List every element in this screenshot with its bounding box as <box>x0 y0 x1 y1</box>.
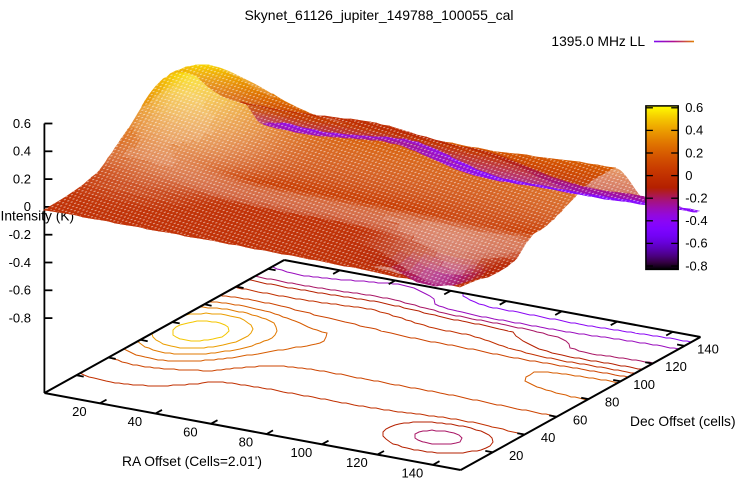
svg-text:-0.2: -0.2 <box>685 191 707 206</box>
svg-text:80: 80 <box>605 395 619 410</box>
svg-text:0.2: 0.2 <box>685 145 703 160</box>
svg-text:60: 60 <box>183 424 197 439</box>
svg-text:40: 40 <box>128 414 142 429</box>
svg-text:0: 0 <box>685 168 692 183</box>
svg-text:0.2: 0.2 <box>13 171 31 186</box>
svg-text:-0.4: -0.4 <box>9 255 31 270</box>
svg-text:0.6: 0.6 <box>13 116 31 131</box>
svg-text:0.6: 0.6 <box>685 100 703 115</box>
svg-text:100: 100 <box>633 377 655 392</box>
svg-text:20: 20 <box>509 448 523 463</box>
svg-text:-0.8: -0.8 <box>9 310 31 325</box>
svg-text:80: 80 <box>239 435 253 450</box>
svg-text:0.4: 0.4 <box>13 144 31 159</box>
svg-text:-0.8: -0.8 <box>685 258 707 273</box>
svg-text:-0.2: -0.2 <box>9 227 31 242</box>
svg-text:140: 140 <box>697 341 719 356</box>
svg-text:-0.4: -0.4 <box>685 213 707 228</box>
svg-text:100: 100 <box>291 445 313 460</box>
svg-text:1395.0 MHz LL: 1395.0 MHz LL <box>551 34 645 49</box>
svg-text:Skynet_61126_jupiter_149788_10: Skynet_61126_jupiter_149788_100055_cal <box>244 7 513 23</box>
svg-text:120: 120 <box>346 455 368 470</box>
svg-text:120: 120 <box>665 359 687 374</box>
svg-text:0.4: 0.4 <box>685 123 703 138</box>
svg-text:RA Offset (Cells=2.01'): RA Offset (Cells=2.01') <box>122 454 262 469</box>
svg-text:140: 140 <box>402 465 424 478</box>
svg-text:-0.6: -0.6 <box>685 236 707 251</box>
svg-text:60: 60 <box>573 412 587 427</box>
svg-text:-0.6: -0.6 <box>9 283 31 298</box>
svg-text:20: 20 <box>72 404 86 419</box>
svg-text:Dec Offset (cells): Dec Offset (cells) <box>630 414 736 429</box>
svg-text:40: 40 <box>541 430 555 445</box>
